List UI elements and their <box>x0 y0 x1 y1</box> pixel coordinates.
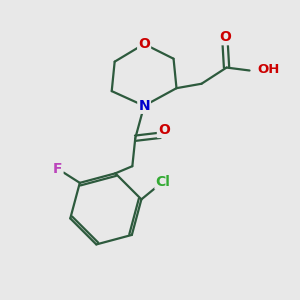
Text: N: N <box>138 99 150 113</box>
Text: O: O <box>219 30 231 44</box>
Text: Cl: Cl <box>155 175 170 189</box>
Text: O: O <box>138 37 150 51</box>
Text: O: O <box>158 123 170 137</box>
Text: OH: OH <box>258 62 280 76</box>
Text: F: F <box>53 162 62 176</box>
